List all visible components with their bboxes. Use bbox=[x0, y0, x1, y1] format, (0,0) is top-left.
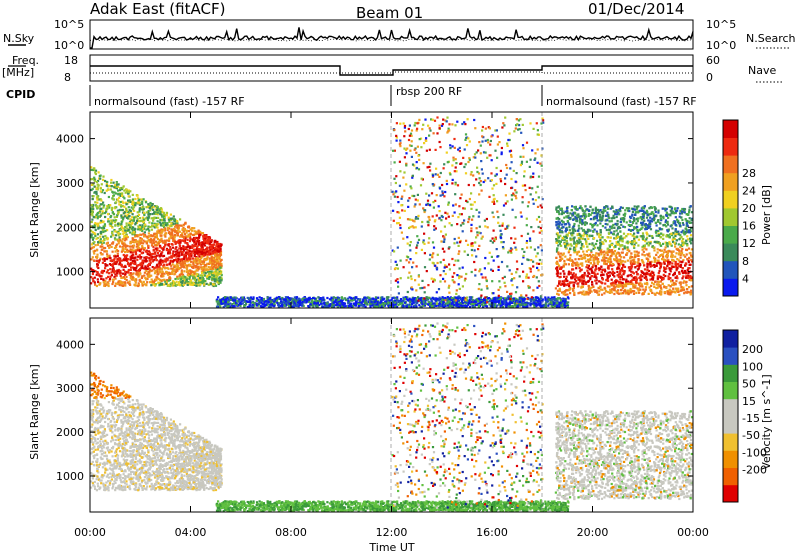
beam-title: Beam 01 bbox=[356, 4, 423, 22]
cpid-segment-1: normalsound (fast) -157 RF bbox=[94, 95, 245, 108]
x-tick-label: 00:00 bbox=[677, 526, 709, 539]
colorbar-tick-label: 28 bbox=[742, 167, 756, 180]
colorbar-swatch bbox=[723, 398, 738, 417]
power-panel: 1000 2000 3000 4000 Slant Range [km] 4 8 12 16… bbox=[28, 111, 773, 309]
nsky-bottom-tick-right: 10^0 bbox=[706, 39, 736, 52]
colorbar-swatch bbox=[723, 381, 738, 400]
y-tick-label: 3000 bbox=[56, 177, 84, 190]
colorbar-swatch bbox=[723, 208, 738, 226]
freq-label: Freq. bbox=[12, 54, 39, 67]
x-tick-label: 00:00 bbox=[74, 526, 106, 539]
colorbar-swatch bbox=[723, 364, 738, 382]
colorbar-tick-label: -15 bbox=[742, 412, 760, 425]
colorbar-swatch bbox=[723, 347, 738, 365]
nave-top-tick: 60 bbox=[706, 54, 720, 67]
cpid-label: CPID bbox=[6, 88, 35, 101]
colorbar-tick-label: 50 bbox=[742, 378, 756, 391]
colorbar-swatch bbox=[723, 190, 738, 209]
nsky-label: N.Sky bbox=[3, 32, 35, 45]
cpid-segment-2: rbsp 200 RF bbox=[396, 85, 462, 98]
nave-bottom-tick: 0 bbox=[706, 71, 713, 84]
colorbar-swatch bbox=[723, 433, 738, 451]
y-tick-label: 4000 bbox=[56, 133, 84, 146]
power-ylabel: Slant Range [km] bbox=[28, 162, 41, 258]
nsky-top-tick-right: 10^5 bbox=[706, 18, 736, 31]
y-tick-label: 1000 bbox=[56, 266, 84, 279]
nave-label: Nave bbox=[748, 64, 776, 77]
power-y-ticks: 1000 2000 3000 4000 bbox=[56, 133, 693, 279]
colorbar-tick-label: 24 bbox=[742, 184, 756, 197]
station-title: Adak East (fitACF) bbox=[90, 0, 225, 18]
nsearch-trace bbox=[90, 38, 693, 42]
velocity-y-ticks: 1000 2000 3000 4000 bbox=[56, 338, 693, 483]
power-colorbar-label: Power [dB] bbox=[760, 185, 773, 245]
nsky-strip: N.Sky 10^5 10^0 10^5 10^0 N.Search bbox=[3, 18, 796, 52]
colorbar-swatch bbox=[723, 225, 738, 244]
y-tick-label: 2000 bbox=[56, 426, 84, 439]
freq-strip: Freq. [MHz] 18 8 60 0 Nave bbox=[2, 54, 782, 84]
nsearch-label: N.Search bbox=[746, 32, 796, 45]
colorbar-swatch bbox=[723, 278, 738, 297]
nsky-top-tick: 10^5 bbox=[54, 18, 84, 31]
colorbar-tick-label: -200 bbox=[742, 464, 767, 477]
nsky-trace bbox=[90, 27, 694, 49]
freq-unit-label: [MHz] bbox=[2, 66, 34, 79]
colorbar-tick-label: -50 bbox=[742, 429, 760, 442]
colorbar-swatch bbox=[723, 243, 738, 262]
velocity-heatmap-cells bbox=[90, 322, 694, 513]
power-heatmap-cells bbox=[90, 116, 694, 309]
velocity-panel: 1000 2000 3000 4000 Slant Range [km] 200 100… bbox=[28, 112, 773, 554]
colorbar-tick-label: 15 bbox=[742, 395, 756, 408]
x-tick-label: 08:00 bbox=[275, 526, 307, 539]
colorbar-tick-label: 200 bbox=[742, 343, 763, 356]
y-tick-label: 3000 bbox=[56, 382, 84, 395]
colorbar-tick-label: 8 bbox=[742, 255, 749, 268]
power-colorbar: 4 8 12 16 20 24 28 bbox=[722, 119, 756, 297]
y-tick-label: 4000 bbox=[56, 338, 84, 351]
x-tick-label: 20:00 bbox=[577, 526, 609, 539]
colorbar-swatch bbox=[723, 155, 738, 174]
colorbar-swatch bbox=[723, 120, 738, 138]
cpid-segment-3: normalsound (fast) -157 RF bbox=[546, 95, 697, 108]
nave-trace bbox=[90, 71, 693, 74]
x-tick-label: 16:00 bbox=[476, 526, 508, 539]
colorbar-swatch bbox=[723, 416, 738, 434]
y-tick-label: 2000 bbox=[56, 221, 84, 234]
colorbar-tick-label: -100 bbox=[742, 446, 767, 459]
x-axis-label: Time UT bbox=[368, 541, 414, 554]
x-tick-label: 04:00 bbox=[175, 526, 207, 539]
nsky-bottom-tick: 10^0 bbox=[54, 39, 84, 52]
cpid-strip: CPID normalsound (fast) -157 RF rbsp 200… bbox=[6, 85, 697, 108]
freq-bottom-tick: 8 bbox=[64, 71, 71, 84]
colorbar-swatch bbox=[723, 260, 738, 279]
colorbar-swatch bbox=[723, 484, 738, 503]
colorbar-swatch bbox=[723, 330, 738, 348]
colorbar-tick-label: 12 bbox=[742, 237, 756, 250]
time-x-ticks: 00:00 04:00 08:00 12:00 16:00 20:00 00:00 bbox=[74, 112, 709, 539]
colorbar-tick-label: 20 bbox=[742, 202, 756, 215]
date-title: 01/Dec/2014 bbox=[588, 0, 684, 18]
colorbar-tick-label: 4 bbox=[742, 272, 749, 285]
freq-trace bbox=[90, 65, 693, 76]
velocity-colorbar-label: Velocity [m s^-1] bbox=[760, 374, 773, 469]
colorbar-tick-label: 16 bbox=[742, 220, 756, 233]
colorbar-swatch bbox=[723, 172, 738, 191]
y-tick-label: 1000 bbox=[56, 470, 84, 483]
velocity-ylabel: Slant Range [km] bbox=[28, 364, 41, 460]
x-tick-label: 12:00 bbox=[376, 526, 408, 539]
freq-top-tick: 18 bbox=[64, 54, 78, 67]
colorbar-swatch bbox=[723, 137, 738, 156]
velocity-colorbar: 200 100 50 15 -15 -50 -100 -200 bbox=[722, 329, 767, 503]
colorbar-swatch bbox=[723, 467, 738, 486]
colorbar-tick-label: 100 bbox=[742, 360, 763, 373]
colorbar-swatch bbox=[723, 450, 738, 468]
